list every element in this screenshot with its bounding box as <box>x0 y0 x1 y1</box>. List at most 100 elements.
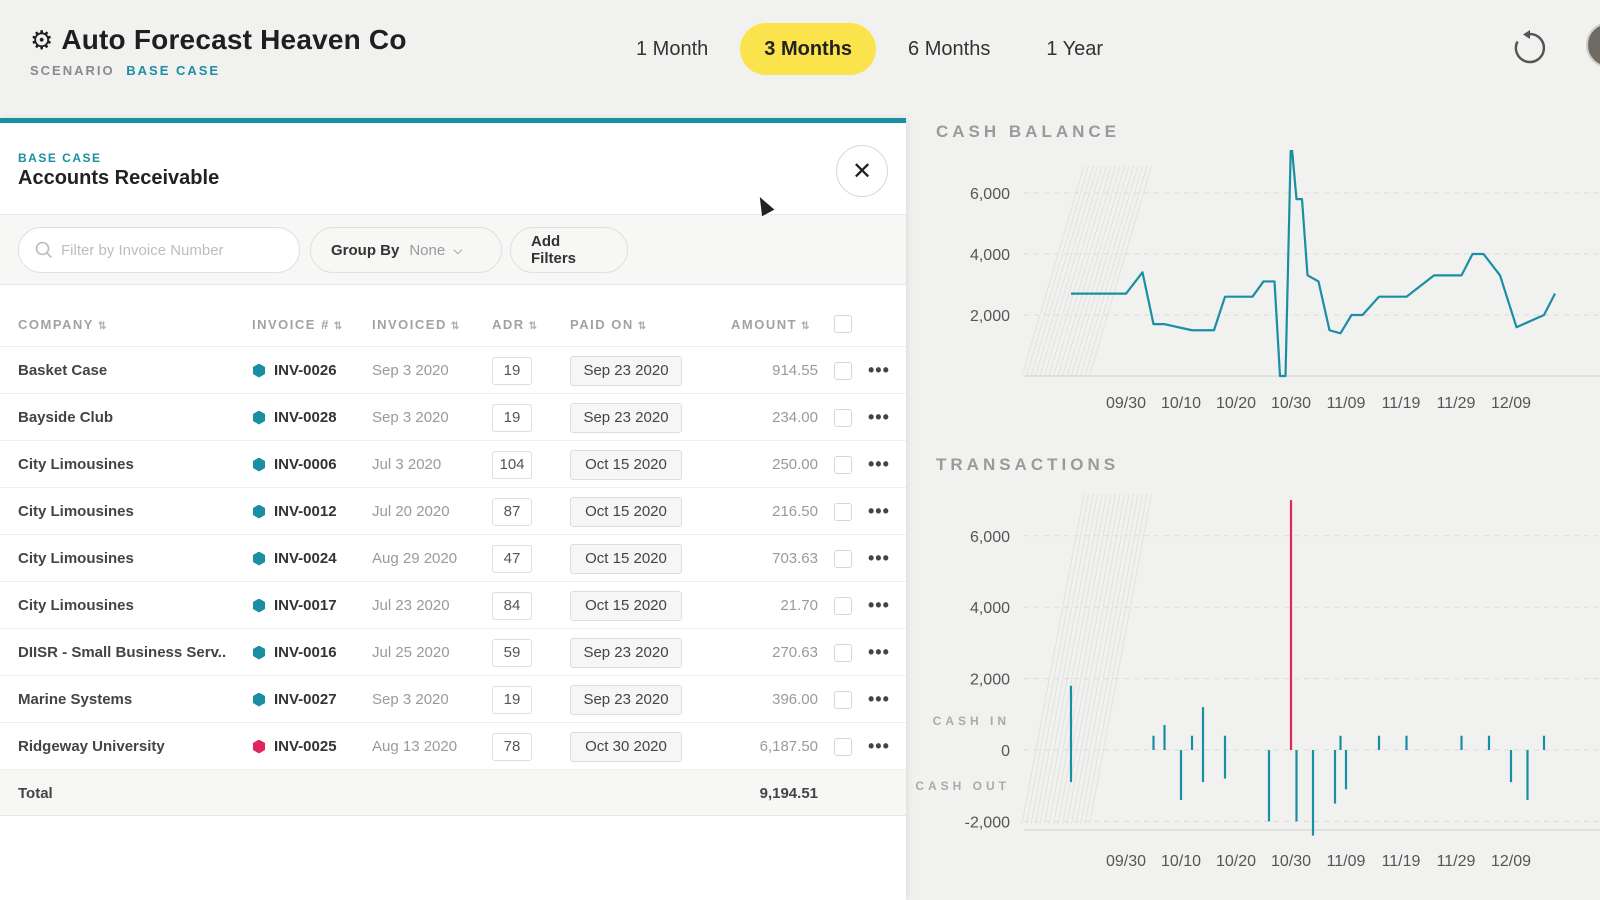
invoice-cell[interactable]: INV-0028 <box>252 394 337 441</box>
more-icon[interactable]: ••• <box>868 595 890 615</box>
more-icon[interactable]: ••• <box>868 454 890 474</box>
tab-6-months[interactable]: 6 Months <box>908 37 991 60</box>
row-checkbox[interactable] <box>834 408 852 427</box>
paid-on-date-picker[interactable]: Sep 23 2020 <box>570 637 682 668</box>
invoice-search-input[interactable] <box>61 241 281 259</box>
row-checkbox-cell <box>834 582 852 629</box>
row-checkbox-cell <box>834 347 852 394</box>
row-checkbox[interactable] <box>834 455 852 474</box>
column-invoice[interactable]: INVOICE # ⇅ <box>252 317 344 332</box>
search-box[interactable] <box>18 227 300 273</box>
gear-icon[interactable]: ⚙ <box>30 25 54 55</box>
table-row[interactable]: Marine Systems INV-0027 Sep 3 2020 19 Se… <box>0 676 906 723</box>
invoice-cell[interactable]: INV-0024 <box>252 535 337 582</box>
company-cell: DIISR - Small Business Serv.. <box>18 644 227 661</box>
row-checkbox[interactable] <box>834 737 852 756</box>
tab-3-months[interactable]: 3 Months <box>740 23 877 75</box>
row-checkbox[interactable] <box>834 690 852 709</box>
company-cell: City Limousines <box>18 503 134 520</box>
row-checkbox[interactable] <box>834 596 852 615</box>
refresh-button[interactable] <box>1510 28 1550 68</box>
paid-on-date-picker[interactable]: Sep 23 2020 <box>570 684 682 715</box>
table-row[interactable]: City Limousines INV-0006 Jul 3 2020 104 … <box>0 441 906 488</box>
paid-on-cell: Sep 23 2020 <box>570 394 682 441</box>
table-row[interactable]: City Limousines INV-0017 Jul 23 2020 84 … <box>0 582 906 629</box>
chevron-down-icon: ⌵ <box>453 242 463 257</box>
row-checkbox[interactable] <box>834 502 852 521</box>
row-checkbox-cell <box>834 535 852 582</box>
table-row[interactable]: Ridgeway University INV-0025 Aug 13 2020… <box>0 723 906 770</box>
cash-out-label: CASH OUT <box>915 779 1010 793</box>
table-row[interactable]: City Limousines INV-0024 Aug 29 2020 47 … <box>0 535 906 582</box>
paid-on-date-picker[interactable]: Oct 15 2020 <box>570 543 682 574</box>
adr-input[interactable]: 47 <box>492 544 532 573</box>
row-checkbox[interactable] <box>834 549 852 568</box>
x-tick-label: 12/09 <box>1491 395 1531 412</box>
scenario-indicator[interactable]: SCENARIO BASE CASE <box>30 63 220 78</box>
select-all-checkbox[interactable] <box>834 315 852 333</box>
company-cell: Basket Case <box>18 362 108 379</box>
add-filters-button[interactable]: Add Filters <box>510 227 628 273</box>
invoice-cell[interactable]: INV-0025 <box>252 723 337 770</box>
invoice-cell[interactable]: INV-0026 <box>252 347 337 394</box>
column-invoiced[interactable]: INVOICED ⇅ <box>372 317 461 332</box>
paid-on-date-picker[interactable]: Oct 15 2020 <box>570 590 682 621</box>
group-by-dropdown[interactable]: Group By None ⌵ <box>310 227 502 273</box>
invoice-cell[interactable]: INV-0017 <box>252 582 337 629</box>
paid-on-date-picker[interactable]: Sep 23 2020 <box>570 402 682 433</box>
invoice-cell[interactable]: INV-0012 <box>252 488 337 535</box>
row-checkbox[interactable] <box>834 643 852 662</box>
paid-on-cell: Sep 23 2020 <box>570 629 682 676</box>
column-company[interactable]: COMPANY ⇅ <box>18 317 108 332</box>
more-icon[interactable]: ••• <box>868 548 890 568</box>
filter-bar: Group By None ⌵ Add Filters <box>0 215 906 285</box>
close-icon: ✕ <box>851 157 873 185</box>
x-tick-label: 09/30 <box>1106 395 1146 412</box>
scenario-value[interactable]: BASE CASE <box>126 63 221 78</box>
paid-on-date-picker[interactable]: Oct 15 2020 <box>570 449 682 480</box>
more-icon[interactable]: ••• <box>868 689 890 709</box>
tab-1-month[interactable]: 1 Month <box>636 37 709 60</box>
table-row[interactable]: DIISR - Small Business Serv.. INV-0016 J… <box>0 629 906 676</box>
invoice-cell[interactable]: INV-0006 <box>252 441 337 488</box>
adr-input[interactable]: 19 <box>492 356 532 385</box>
avatar[interactable] <box>1586 22 1600 68</box>
company-cell: City Limousines <box>18 456 134 473</box>
invoice-cell[interactable]: INV-0027 <box>252 676 337 723</box>
adr-input[interactable]: 19 <box>492 685 532 714</box>
column-paid-on[interactable]: PAID ON ⇅ <box>570 317 648 332</box>
amount-cell: 270.63 <box>772 644 818 661</box>
adr-input[interactable]: 59 <box>492 638 532 667</box>
cash-in-label: CASH IN <box>933 714 1010 728</box>
table-row[interactable]: Basket Case INV-0026 Sep 3 2020 19 Sep 2… <box>0 347 906 394</box>
more-icon[interactable]: ••• <box>868 407 890 427</box>
more-icon[interactable]: ••• <box>868 642 890 662</box>
cash-balance-line[interactable] <box>1071 150 1556 378</box>
invoice-cell[interactable]: INV-0016 <box>252 629 337 676</box>
table-row[interactable]: Bayside Club INV-0028 Sep 3 2020 19 Sep … <box>0 394 906 441</box>
status-dot-icon <box>252 551 266 566</box>
adr-input[interactable]: 87 <box>492 497 532 526</box>
more-icon[interactable]: ••• <box>868 501 890 521</box>
table-row[interactable]: City Limousines INV-0012 Jul 20 2020 87 … <box>0 488 906 535</box>
paid-on-date-picker[interactable]: Sep 23 2020 <box>570 355 682 386</box>
more-icon[interactable]: ••• <box>868 736 890 756</box>
paid-on-date-picker[interactable]: Oct 30 2020 <box>570 731 682 762</box>
tab-1-year[interactable]: 1 Year <box>1046 37 1104 60</box>
paid-on-date-picker[interactable]: Oct 15 2020 <box>570 496 682 527</box>
close-button[interactable]: ✕ <box>836 145 888 197</box>
x-tick-label: 11/09 <box>1327 395 1366 412</box>
y-tick-label: 0 <box>1001 743 1010 760</box>
column-adr[interactable]: ADR ⇅ <box>492 317 539 332</box>
adr-input[interactable]: 104 <box>492 450 532 479</box>
row-checkbox[interactable] <box>834 361 852 380</box>
table-body: Basket Case INV-0026 Sep 3 2020 19 Sep 2… <box>0 347 906 770</box>
transactions-chart: -2,000 0 2,000 4,000 6,000 CASH IN CASH OUT 09/… <box>915 493 1600 870</box>
adr-input[interactable]: 84 <box>492 591 532 620</box>
adr-input[interactable]: 19 <box>492 403 532 432</box>
status-dot-icon <box>252 410 266 425</box>
more-icon[interactable]: ••• <box>868 360 890 380</box>
column-amount[interactable]: AMOUNT ⇅ <box>731 317 811 332</box>
refresh-icon <box>1514 30 1546 64</box>
adr-input[interactable]: 78 <box>492 732 532 761</box>
